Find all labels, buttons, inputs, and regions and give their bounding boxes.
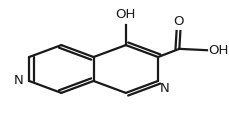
Text: OH: OH [115, 8, 135, 21]
Text: O: O [172, 15, 183, 28]
Text: N: N [14, 75, 24, 87]
Text: N: N [159, 82, 169, 95]
Text: OH: OH [207, 44, 227, 57]
